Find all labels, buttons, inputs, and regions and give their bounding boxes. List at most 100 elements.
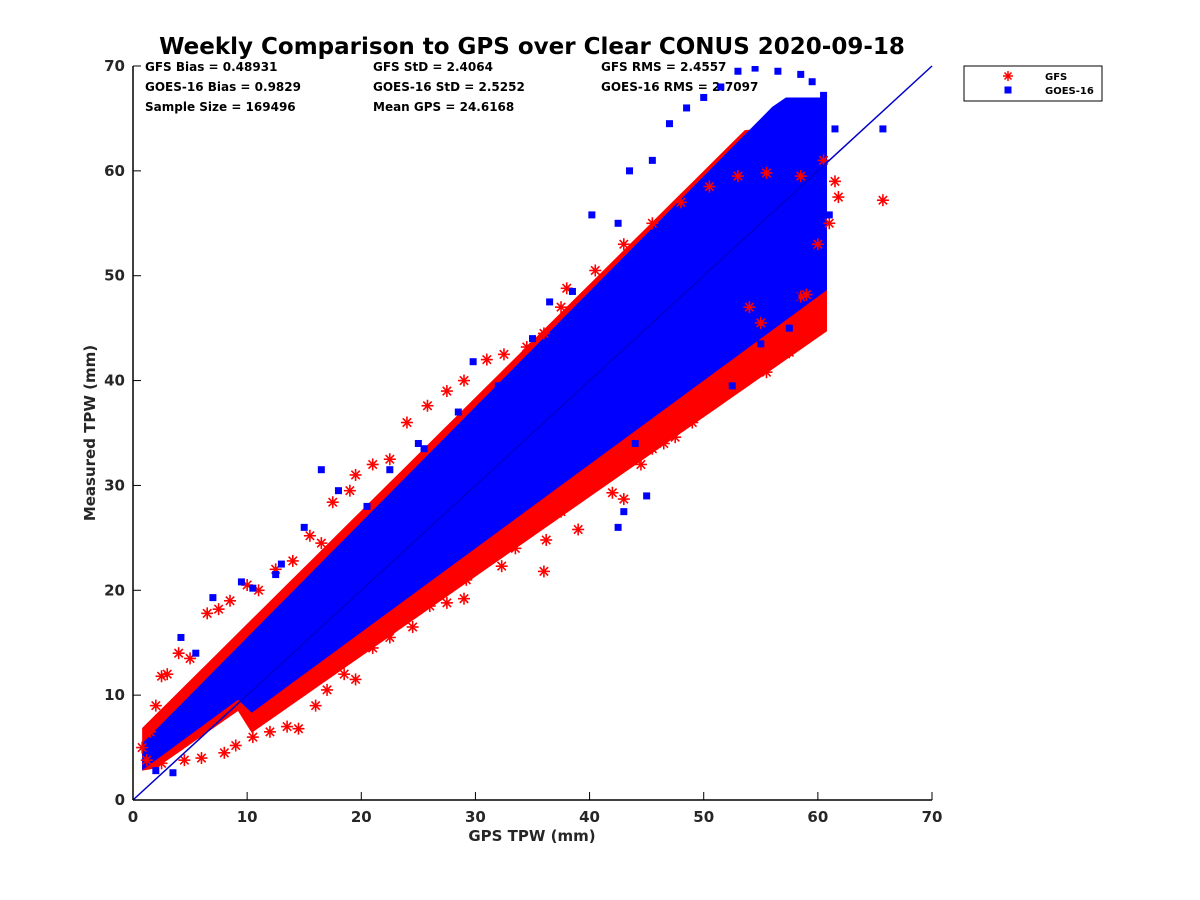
x-tick-label: 30 [465,808,486,826]
y-tick-label: 50 [104,267,125,285]
goes16-point [825,211,833,219]
x-tick-label: 40 [579,808,600,826]
goes16-point [494,382,502,390]
x-tick-label: 20 [351,808,372,826]
y-ticks: 0 10 20 30 40 50 60 70 [104,57,141,809]
gfs-point [383,631,396,644]
statistic-label: GFS RMS = 2.4557 [601,60,726,74]
legend-label: GFS [1045,72,1067,83]
x-tick-label: 70 [922,808,943,826]
goes16-point [831,125,839,133]
scatter-points [136,66,889,777]
gfs-point [161,668,174,681]
x-tick-label: 10 [237,808,258,826]
gfs-point [634,458,647,471]
goes16-point [814,209,822,217]
goes16-point [483,434,491,442]
goes16-point [785,324,793,332]
legend: GFS GOES-16 [963,65,1103,102]
gfs-point [509,542,522,555]
chart-title: Weekly Comparison to GPS over Clear CONU… [159,34,905,60]
goes16-point [791,293,799,301]
goes16-point [757,340,765,348]
gfs-point [286,554,299,567]
goes16-point [209,594,217,602]
goes16-point [177,633,185,641]
gfs-point [406,620,419,633]
statistic-label: Mean GPS = 24.6168 [373,100,514,114]
goes16-point [334,487,342,495]
statistic-label: Sample Size = 169496 [145,100,296,114]
gfs-point [674,196,687,209]
goes16-density-band [142,97,827,771]
gfs-point [703,395,716,408]
x-tick-label: 0 [128,808,138,826]
gfs-point [783,346,796,359]
gfs-point [303,529,316,542]
statistics-block: GFS Bias = 0.48931 GFS StD = 2.4064 GFS RM… [145,60,758,114]
goes16-point [300,523,308,531]
gfs-point [577,484,590,497]
gfs-point [617,493,630,506]
gfs-point [136,741,149,754]
y-tick-label: 30 [104,476,125,494]
gfs-point [669,431,682,444]
gfs-point [475,558,488,571]
goes16-point [317,466,325,474]
gfs-point [149,699,162,712]
legend-gfs-marker [1003,71,1013,81]
gfs-point [537,327,550,340]
goes16-point [648,156,656,164]
gfs-point [400,416,413,429]
goes16-point [249,584,257,592]
gfs-point [140,754,153,767]
goes16-point [386,466,394,474]
gfs-point [760,366,773,379]
statistic-label: GOES-16 Bias = 0.9829 [145,80,301,94]
gfs-point [343,484,356,497]
goes16-point [879,125,887,133]
goes16-point [414,439,422,447]
y-axis-label: Measured TPW (mm) [81,345,99,521]
gfs-point [497,348,510,361]
gfs-point [144,725,157,738]
gfs-point [349,468,362,481]
goes16-point [192,649,200,657]
gfs-point [731,366,744,379]
gfs-point [338,668,351,681]
gfs-point [540,533,553,546]
gfs-point [828,175,841,188]
gfs-point [366,641,379,654]
gfs-point [686,416,699,429]
gfs-point [760,166,773,179]
y-tick-label: 0 [115,791,125,809]
goes16-point [734,67,742,75]
gfs-point [178,754,191,767]
gfs-point [657,437,670,450]
gfs-point [423,600,436,613]
gfs-point [440,596,453,609]
goes16-point [272,571,280,579]
goes16-point [614,219,622,227]
goes16-point [152,767,160,775]
gfs-point [646,442,659,455]
gfs-point [458,374,471,387]
goes16-point [717,83,725,91]
gfs-point [766,343,779,356]
x-axis-label: GPS TPW (mm) [468,827,595,845]
gfs-point [201,607,214,620]
legend-goes16-marker [1004,86,1012,94]
gfs-point [383,453,396,466]
gfs-point [224,594,237,607]
goes16-point [751,66,759,72]
density-cloud [142,97,827,771]
goes16-point [700,93,708,101]
goes16-point [420,445,428,453]
statistic-label: GFS Bias = 0.48931 [145,60,277,74]
goes16-point [643,492,651,500]
goes16-point [169,769,177,777]
x-ticks: 0 10 20 30 40 50 60 70 [128,792,943,826]
x-tick-label: 50 [693,808,714,826]
y-tick-label: 40 [104,372,125,390]
